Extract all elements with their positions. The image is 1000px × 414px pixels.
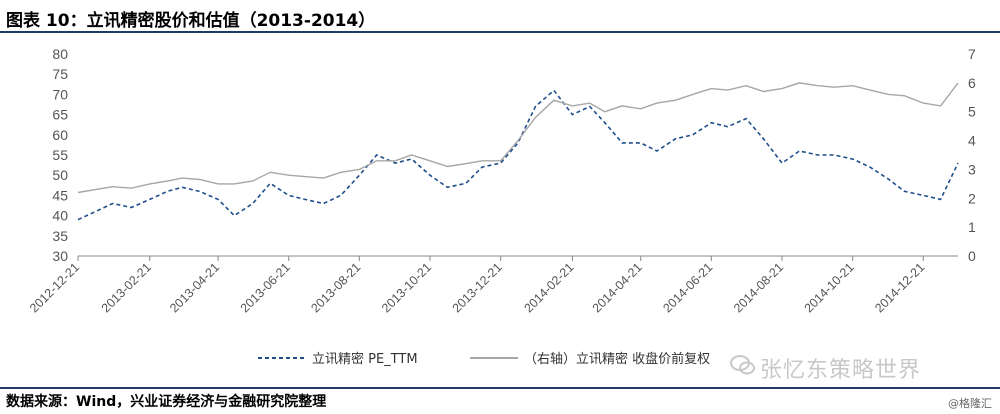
x-tick-label: 2014-02-21 xyxy=(521,260,576,315)
watermark-account: 张忆东策略世界 xyxy=(760,358,922,383)
left-tick-label: 40 xyxy=(52,208,68,224)
series-line-price xyxy=(77,82,959,194)
footer-divider xyxy=(0,387,1000,389)
right-tick-label: 0 xyxy=(968,248,976,264)
x-tick-label: 2013-06-21 xyxy=(238,260,293,315)
x-tick-label: 2014-12-21 xyxy=(872,260,927,315)
figure-title: 图表 10：立讯精密股价和估值（2013-2014） xyxy=(6,11,376,31)
title-divider xyxy=(0,31,1000,33)
right-tick-label: 7 xyxy=(968,46,976,62)
watermark-small: @格隆汇 xyxy=(948,397,992,410)
x-axis: 2012-12-21 2013-02-21 2013-04-21 2013-06-21… xyxy=(27,255,958,315)
right-tick-label: 2 xyxy=(968,190,976,206)
source-note: 数据来源：Wind，兴业证券经济与金融研究院整理 xyxy=(6,394,327,410)
x-tick-label: 2014-04-21 xyxy=(590,260,645,315)
x-tick-label: 2014-10-21 xyxy=(802,260,857,315)
left-y-axis: 30 35 40 45 50 55 60 65 70 75 80 xyxy=(52,46,68,264)
left-tick-label: 80 xyxy=(52,46,68,62)
left-tick-label: 65 xyxy=(52,107,68,123)
x-tick-label: 2014-06-21 xyxy=(660,260,715,315)
legend: 立讯精密 PE_TTM （右轴）立讯精密 收盘价前复权 xyxy=(258,351,710,367)
right-tick-label: 5 xyxy=(968,104,976,120)
left-tick-label: 60 xyxy=(52,127,68,143)
wechat-logo-icon xyxy=(730,352,756,378)
right-tick-label: 3 xyxy=(968,161,976,177)
x-tick-label: 2012-12-21 xyxy=(27,260,82,315)
x-tick-label: 2013-10-21 xyxy=(379,260,434,315)
left-tick-label: 75 xyxy=(52,66,68,82)
left-tick-label: 50 xyxy=(52,167,68,183)
x-tick-label: 2013-04-21 xyxy=(167,260,222,315)
right-tick-label: 6 xyxy=(968,75,976,91)
legend-label-pe: 立讯精密 PE_TTM xyxy=(312,351,418,367)
left-tick-label: 55 xyxy=(52,147,68,163)
x-tick-label: 2013-02-21 xyxy=(99,260,154,315)
left-tick-label: 30 xyxy=(52,248,68,264)
left-tick-label: 35 xyxy=(52,228,68,244)
x-tick-label: 2014-08-21 xyxy=(731,260,786,315)
left-tick-label: 45 xyxy=(52,187,68,203)
right-tick-label: 4 xyxy=(968,133,976,149)
series-lines xyxy=(77,82,959,221)
x-tick-label: 2013-08-21 xyxy=(308,260,363,315)
right-tick-label: 1 xyxy=(968,219,976,235)
series-line-pe xyxy=(77,89,959,221)
x-tick-label: 2013-12-21 xyxy=(450,260,505,315)
legend-label-price: （右轴）立讯精密 收盘价前复权 xyxy=(524,351,710,367)
left-tick-label: 70 xyxy=(52,86,68,102)
right-y-axis: 0 1 2 3 4 5 6 7 xyxy=(968,46,976,264)
